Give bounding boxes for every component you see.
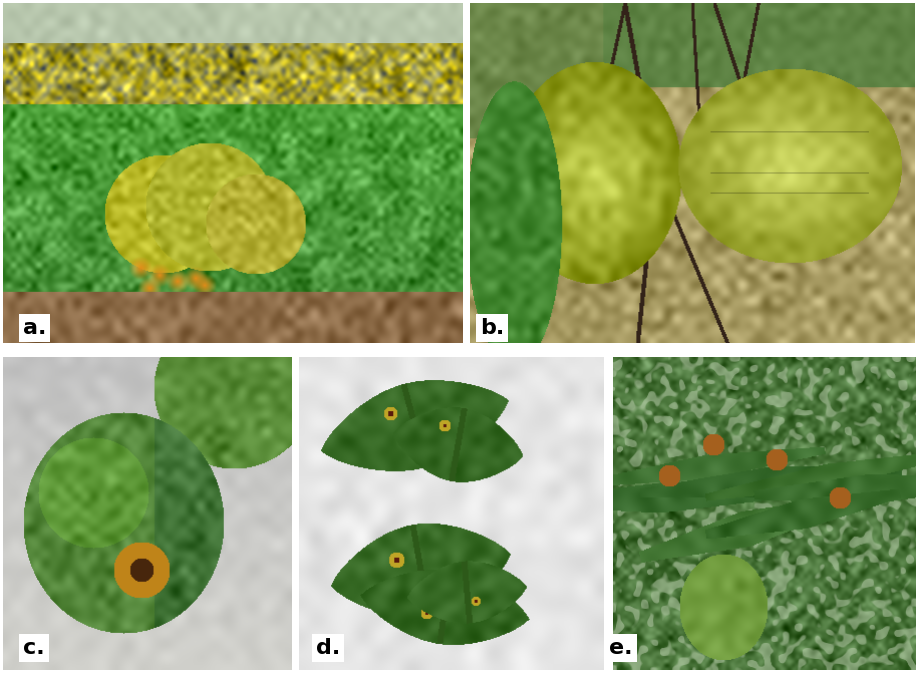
Text: c.: c. bbox=[23, 638, 45, 658]
Text: b.: b. bbox=[480, 318, 504, 338]
Text: e.: e. bbox=[609, 638, 633, 658]
Text: d.: d. bbox=[316, 638, 340, 658]
Text: a.: a. bbox=[23, 318, 47, 338]
